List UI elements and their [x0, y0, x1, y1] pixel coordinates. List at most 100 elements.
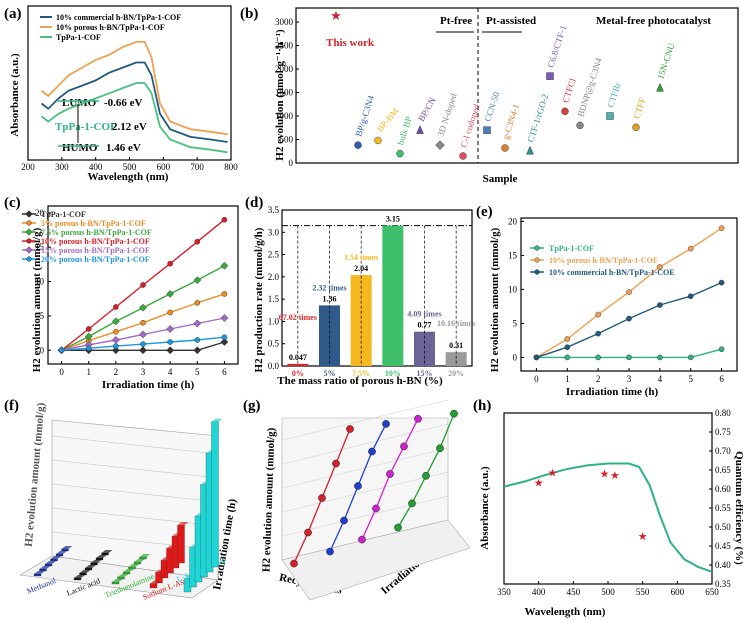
h-y2tick-label: 0.55 — [715, 503, 731, 513]
h-xtick-label: 650 — [705, 587, 719, 597]
f-gridline — [51, 507, 219, 527]
d-times-label: 67.02 times — [279, 313, 317, 322]
c-data-point — [139, 330, 147, 339]
f-bar — [44, 563, 53, 567]
h-xtick-label: 600 — [671, 587, 685, 597]
f-bar-top — [45, 561, 56, 564]
b-sample-marker — [416, 125, 424, 134]
e-data-point — [687, 354, 694, 361]
c-data-point — [194, 238, 201, 245]
b-ytick-label: 500 — [280, 135, 294, 145]
f-bar — [90, 562, 98, 566]
d-bar — [414, 331, 435, 366]
f-bar — [139, 556, 147, 560]
b-sample-marker — [561, 107, 569, 116]
h-y2tick-label: 0.75 — [715, 427, 731, 437]
e-xtick-label: 1 — [565, 374, 570, 384]
d-value-label: 1.36 — [323, 294, 337, 303]
d-category-label: 10% — [385, 369, 401, 378]
c-xtick-label: 3 — [141, 367, 146, 377]
g-floor — [281, 519, 471, 601]
f-gridline — [51, 483, 219, 503]
b-ptfree-label: Pt-free — [440, 15, 472, 27]
c-data-point — [85, 326, 92, 332]
c-legend-marker — [25, 228, 33, 236]
g-data-point — [290, 559, 298, 568]
c-data-point — [139, 303, 147, 312]
e-legend-marker — [534, 245, 540, 251]
e-data-point — [718, 346, 725, 353]
g-gridline — [281, 471, 449, 513]
b-sample-marker — [396, 149, 404, 158]
b-sample-label: CTFBr — [605, 81, 622, 108]
g-data-point — [394, 523, 402, 532]
b-sample-label: CTFF — [631, 96, 647, 120]
e-data-point — [626, 289, 632, 295]
panel-label-g: (g) — [243, 398, 261, 414]
c-legend-marker — [26, 220, 32, 226]
f-bar-top — [96, 555, 107, 558]
b-sample-marker — [606, 112, 614, 120]
f-bar-top — [50, 556, 62, 559]
c-data-point — [193, 346, 202, 355]
c-data-point — [220, 314, 229, 322]
c-xtick-label: 5 — [195, 367, 200, 377]
e-data-point — [595, 354, 601, 361]
f-bar-top — [85, 565, 96, 568]
a-xtick-label: 200 — [21, 162, 35, 172]
c-data-point — [167, 339, 173, 345]
e-xlabel: Irradiation time (h) — [566, 386, 659, 398]
f-bar — [84, 567, 93, 571]
c-xtick-label: 6 — [222, 367, 227, 377]
c-data-point — [221, 334, 228, 341]
b-sample-label: 15N-CNU — [655, 41, 676, 80]
f-bar — [117, 576, 125, 580]
d-bar — [445, 352, 467, 366]
e-legend-label: 10% commercial h-BN/TpPa-1-COE — [549, 268, 675, 277]
g-data-point — [354, 482, 362, 490]
b-ytick-label: 2000 — [275, 64, 294, 74]
a-xtick-label: 800 — [224, 162, 238, 172]
e-data-point — [687, 293, 694, 300]
a-xtick-label: 700 — [190, 162, 204, 172]
h-y2tick-label: 0.60 — [715, 484, 731, 494]
c-data-point — [193, 319, 202, 328]
f-category-label: Methanol — [25, 576, 58, 596]
f-bar — [177, 525, 185, 564]
b-ytick-label: 2500 — [275, 41, 294, 51]
d-ytick-label: 0.0 — [268, 361, 280, 371]
b-ytick-label: 0 — [289, 158, 294, 168]
c-ylabel: H2 evolution amount (mmol/g) — [31, 227, 43, 372]
b-thiswork-label: This work — [326, 37, 375, 49]
d-category-label: 7.5% — [352, 369, 370, 378]
h-qe-star-icon: ★ — [534, 478, 544, 490]
f-bar-top — [128, 564, 140, 567]
b-sample-label: CCN-50 — [482, 90, 501, 123]
b-sample-marker — [501, 144, 509, 152]
g-data-point — [408, 499, 416, 508]
g-data-point — [326, 547, 334, 556]
d-ytick-label: 2.5 — [268, 250, 280, 260]
panel-label-b: (b) — [240, 6, 258, 22]
c-data-point — [111, 317, 120, 326]
c-ytick-label: 5 — [40, 311, 45, 321]
g-gridline — [281, 399, 449, 441]
f-bar-top — [79, 570, 91, 573]
d-ytick-label: 1.5 — [268, 294, 280, 304]
b-sample-marker — [546, 72, 554, 80]
h-y2tick-label: 0.65 — [715, 465, 731, 475]
e-xtick-label: 3 — [627, 374, 632, 384]
b-sample-marker — [576, 121, 584, 130]
g-data-point — [386, 470, 394, 478]
f-bar — [122, 571, 131, 575]
d-times-label: 4.09 times — [407, 310, 441, 319]
d-times-label: 2.32 times — [312, 283, 346, 292]
g-data-point — [414, 414, 422, 423]
e-ylabel: H2 evolution amount (mmol/g) — [489, 227, 501, 372]
d-value-label: 0.77 — [418, 321, 432, 330]
f-bar — [211, 421, 219, 568]
e-data-point — [687, 245, 694, 252]
b-sample-label: bulk BP — [395, 115, 414, 146]
d-value-label: 0.31 — [449, 341, 463, 350]
